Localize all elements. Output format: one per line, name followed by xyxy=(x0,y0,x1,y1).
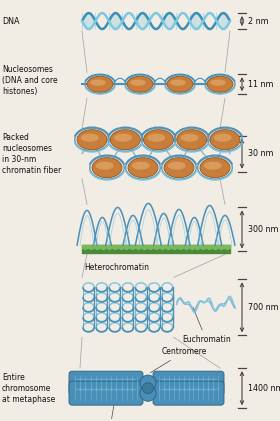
Ellipse shape xyxy=(140,385,156,401)
Text: Entire
chromosome
at metaphase: Entire chromosome at metaphase xyxy=(2,373,55,404)
FancyBboxPatch shape xyxy=(69,381,143,405)
Text: Heterochromatin: Heterochromatin xyxy=(84,263,149,272)
Ellipse shape xyxy=(181,133,199,141)
Ellipse shape xyxy=(132,162,150,170)
Ellipse shape xyxy=(130,80,146,86)
Text: Chromatids: Chromatids xyxy=(88,401,132,421)
Ellipse shape xyxy=(177,130,207,149)
Ellipse shape xyxy=(200,158,230,178)
Ellipse shape xyxy=(210,130,240,149)
Text: Centromere: Centromere xyxy=(150,347,207,373)
Ellipse shape xyxy=(92,158,122,178)
Text: 11 nm: 11 nm xyxy=(248,80,274,89)
Ellipse shape xyxy=(170,80,186,86)
Ellipse shape xyxy=(143,383,154,394)
Ellipse shape xyxy=(110,130,140,149)
FancyBboxPatch shape xyxy=(153,381,224,405)
Ellipse shape xyxy=(214,133,232,141)
Ellipse shape xyxy=(207,76,233,92)
Ellipse shape xyxy=(90,80,106,86)
Text: Packed
nucleosomes
in 30-nm
chromatin fiber: Packed nucleosomes in 30-nm chromatin fi… xyxy=(2,133,61,175)
Text: DNA: DNA xyxy=(2,16,20,26)
Text: 2 nm: 2 nm xyxy=(248,16,269,26)
Ellipse shape xyxy=(127,76,153,92)
Ellipse shape xyxy=(147,133,165,141)
Text: 30 nm: 30 nm xyxy=(248,149,274,158)
Ellipse shape xyxy=(204,162,222,170)
FancyBboxPatch shape xyxy=(69,371,143,395)
Ellipse shape xyxy=(128,158,158,178)
Ellipse shape xyxy=(167,76,193,92)
Ellipse shape xyxy=(77,130,107,149)
FancyBboxPatch shape xyxy=(153,371,224,395)
Ellipse shape xyxy=(140,375,156,391)
Ellipse shape xyxy=(143,130,174,149)
Ellipse shape xyxy=(81,133,99,141)
Ellipse shape xyxy=(87,76,113,92)
Ellipse shape xyxy=(164,158,194,178)
Text: 700 nm: 700 nm xyxy=(248,303,279,312)
Ellipse shape xyxy=(210,80,226,86)
Ellipse shape xyxy=(168,162,186,170)
Text: 300 nm: 300 nm xyxy=(248,225,279,234)
Text: Euchromatin: Euchromatin xyxy=(182,307,230,344)
Text: Nucleosomes
(DNA and core
histones): Nucleosomes (DNA and core histones) xyxy=(2,64,58,96)
Ellipse shape xyxy=(96,162,114,170)
Ellipse shape xyxy=(114,133,132,141)
Text: 1400 nm: 1400 nm xyxy=(248,384,280,393)
